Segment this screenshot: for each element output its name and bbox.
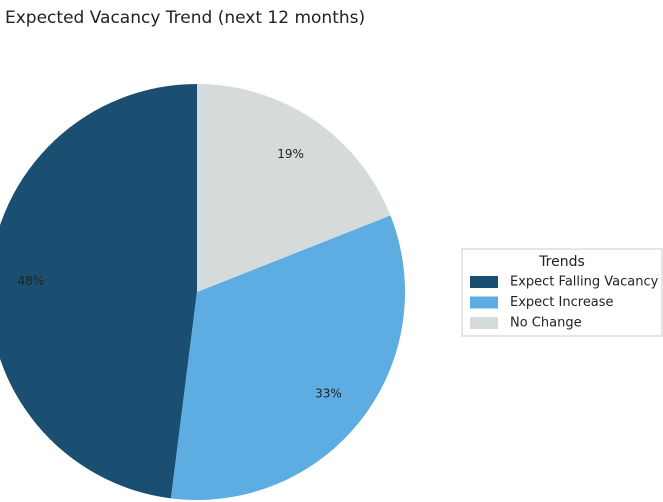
legend-label: Expect Increase [510, 295, 614, 310]
legend-swatch [470, 296, 498, 309]
legend-swatch [470, 317, 498, 329]
legend-swatch [470, 276, 498, 288]
chart-title: Expected Vacancy Trend (next 12 months) [5, 8, 365, 28]
legend-title: Trends [538, 254, 585, 270]
slice-label: 33% [315, 386, 342, 400]
slice-label: 48% [18, 274, 45, 288]
legend-label: Expect Falling Vacancy [510, 275, 659, 290]
legend-label: No Change [510, 316, 582, 331]
pie-slice [197, 84, 391, 292]
slice-label: 19% [277, 147, 304, 161]
pie-slice [0, 84, 197, 499]
pie-slice [170, 215, 406, 500]
